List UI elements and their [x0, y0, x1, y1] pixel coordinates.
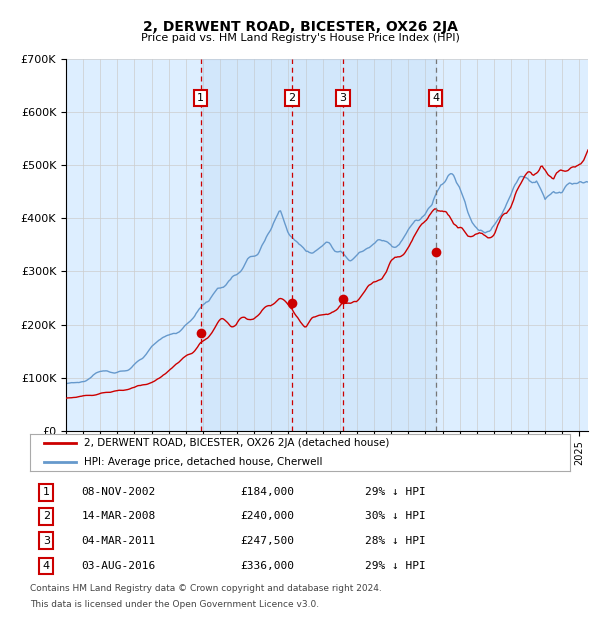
Text: 1: 1	[43, 487, 50, 497]
Text: 29% ↓ HPI: 29% ↓ HPI	[365, 561, 425, 571]
Text: 1: 1	[197, 93, 204, 103]
Text: 2, DERWENT ROAD, BICESTER, OX26 2JA (detached house): 2, DERWENT ROAD, BICESTER, OX26 2JA (det…	[84, 438, 389, 448]
Text: £240,000: £240,000	[241, 512, 295, 521]
Text: 4: 4	[432, 93, 439, 103]
Text: HPI: Average price, detached house, Cherwell: HPI: Average price, detached house, Cher…	[84, 457, 323, 467]
Text: £336,000: £336,000	[241, 561, 295, 571]
Text: 2: 2	[289, 93, 296, 103]
Text: 30% ↓ HPI: 30% ↓ HPI	[365, 512, 425, 521]
Text: 3: 3	[339, 93, 346, 103]
Text: 08-NOV-2002: 08-NOV-2002	[82, 487, 155, 497]
Text: 03-AUG-2016: 03-AUG-2016	[82, 561, 155, 571]
Text: Price paid vs. HM Land Registry's House Price Index (HPI): Price paid vs. HM Land Registry's House …	[140, 33, 460, 43]
Text: £247,500: £247,500	[241, 536, 295, 546]
Text: Contains HM Land Registry data © Crown copyright and database right 2024.: Contains HM Land Registry data © Crown c…	[30, 584, 382, 593]
Text: 29% ↓ HPI: 29% ↓ HPI	[365, 487, 425, 497]
Text: £184,000: £184,000	[241, 487, 295, 497]
Text: 2, DERWENT ROAD, BICESTER, OX26 2JA: 2, DERWENT ROAD, BICESTER, OX26 2JA	[143, 20, 457, 34]
Text: 4: 4	[43, 561, 50, 571]
Text: This data is licensed under the Open Government Licence v3.0.: This data is licensed under the Open Gov…	[30, 600, 319, 609]
Text: 04-MAR-2011: 04-MAR-2011	[82, 536, 155, 546]
Text: 2: 2	[43, 512, 50, 521]
Text: 14-MAR-2008: 14-MAR-2008	[82, 512, 155, 521]
Bar	[200, 59, 436, 431]
Text: 3: 3	[43, 536, 50, 546]
Text: 28% ↓ HPI: 28% ↓ HPI	[365, 536, 425, 546]
